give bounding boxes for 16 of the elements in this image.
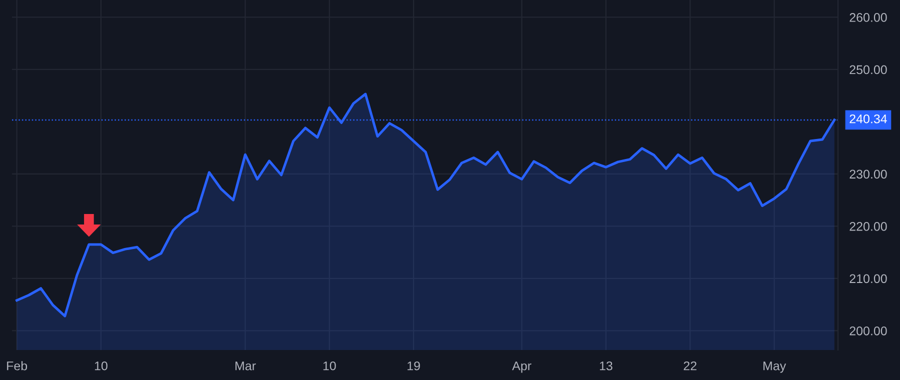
y-tick-label: 210.00 [850,274,887,284]
y-tick-label: 250.00 [850,65,887,74]
x-tick-label: 10 [323,361,336,370]
x-tick-label: May [763,362,786,373]
x-tick-label: 19 [408,361,420,370]
y-tick-label: 230.00 [850,170,887,179]
y-tick-label: 200.00 [850,326,887,336]
x-tick-label: 22 [684,361,696,370]
x-tick-label: Mar [236,362,256,370]
x-tick-label: Apr [512,362,532,373]
x-tick-label: Feb [7,361,28,370]
x-tick-label: 13 [600,361,612,370]
x-tick-label: 10 [94,361,108,370]
ref-line-label: 240.34 [850,114,887,124]
y-tick-label: 260.00 [850,13,887,22]
y-tick-label: 220.00 [850,222,887,231]
